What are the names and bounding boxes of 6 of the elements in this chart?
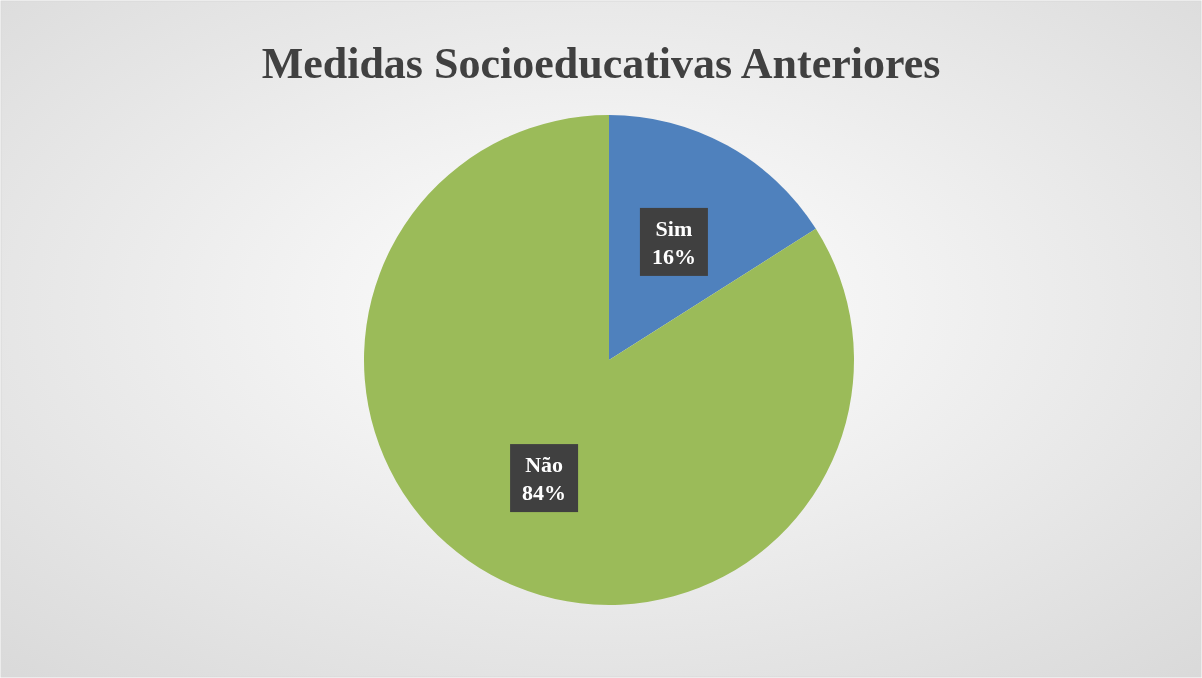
pie-slice xyxy=(364,115,854,605)
data-label: 84% xyxy=(522,480,567,506)
data-label: 16% xyxy=(651,243,696,269)
slice-label: Não xyxy=(525,452,564,478)
slice-label: Sim xyxy=(655,215,693,241)
chart-title: Medidas Socioeducativas Anteriores xyxy=(261,39,941,88)
